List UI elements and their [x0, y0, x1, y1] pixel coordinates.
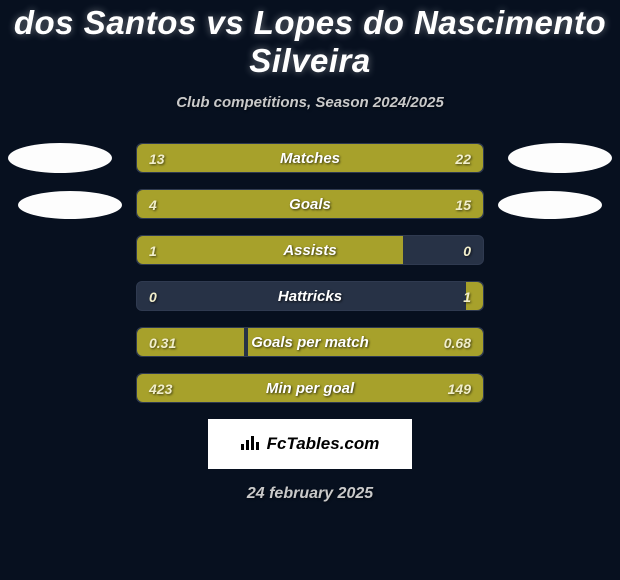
stat-row: Hattricks0 1 — [136, 281, 484, 311]
stat-bar-left — [137, 190, 210, 218]
stat-value-left: 4 — [149, 190, 157, 220]
stat-bar-right — [265, 144, 483, 172]
stat-label: Hattricks — [137, 282, 483, 312]
player-left-avatar-1 — [8, 143, 112, 173]
stat-value-left: 423 — [149, 374, 172, 404]
stat-value-right: 22 — [455, 144, 471, 174]
stat-row: Matches1322 — [136, 143, 484, 173]
stat-bar-right — [210, 190, 483, 218]
stat-value-right: 1 — [463, 282, 471, 312]
footer-date: 24 february 2025 — [0, 485, 620, 503]
page-subtitle: Club competitions, Season 2024/2025 — [0, 94, 620, 111]
stat-value-left: 13 — [149, 144, 165, 174]
stat-bar-left — [137, 236, 403, 264]
stats-container: Matches1322Goals415Assists10Hattricks01G… — [0, 143, 620, 403]
stat-row: Goals per match0.310.68 — [136, 327, 484, 357]
brand-text: FcTables.com — [267, 434, 380, 454]
player-left-avatar-2 — [18, 191, 122, 219]
stat-value-left: 0 — [149, 282, 157, 312]
stat-row: Min per goal423149 — [136, 373, 484, 403]
stat-value-right: 0.68 — [444, 328, 471, 358]
chart-area: Matches1322Goals415Assists10Hattricks01G… — [0, 143, 620, 503]
stat-value-left: 1 — [149, 236, 157, 266]
brand-box[interactable]: FcTables.com — [208, 419, 412, 469]
bar-chart-icon — [241, 434, 261, 455]
stat-value-right: 149 — [448, 374, 471, 404]
stat-value-right: 15 — [455, 190, 471, 220]
comparison-infographic: dos Santos vs Lopes do Nascimento Silvei… — [0, 0, 620, 580]
stat-value-left: 0.31 — [149, 328, 176, 358]
player-right-avatar-1 — [508, 143, 612, 173]
page-title: dos Santos vs Lopes do Nascimento Silvei… — [0, 0, 620, 80]
stat-row: Assists10 — [136, 235, 484, 265]
player-right-avatar-2 — [498, 191, 602, 219]
stat-bar-right — [227, 374, 483, 402]
stat-row: Goals415 — [136, 189, 484, 219]
stat-value-right: 0 — [463, 236, 471, 266]
